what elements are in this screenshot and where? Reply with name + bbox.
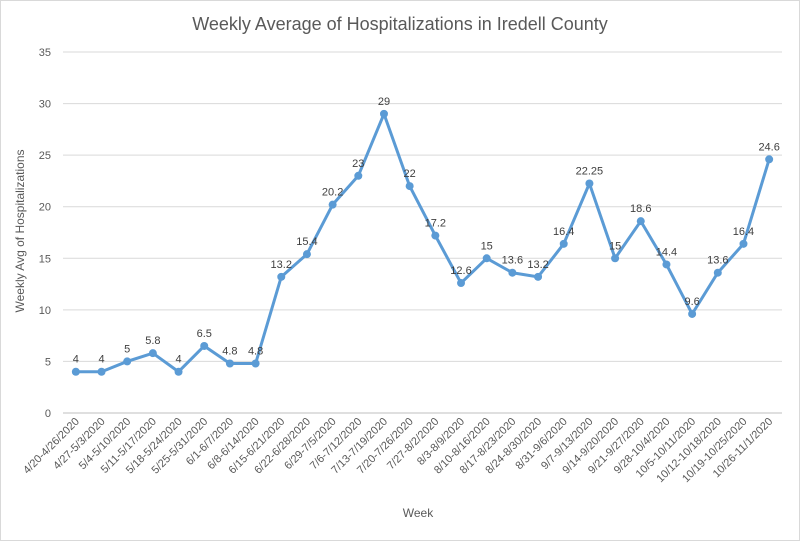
data-point xyxy=(585,179,594,188)
data-label: 13.6 xyxy=(502,255,523,267)
data-point xyxy=(405,182,414,191)
series-line xyxy=(74,112,771,374)
data-label: 15.4 xyxy=(296,236,317,248)
data-point xyxy=(251,359,260,368)
data-label: 13.2 xyxy=(527,259,548,271)
data-label: 4.8 xyxy=(222,345,237,357)
data-point xyxy=(611,254,620,263)
data-point xyxy=(482,254,491,263)
data-label: 24.6 xyxy=(758,141,779,153)
data-label: 23 xyxy=(352,158,364,170)
data-point xyxy=(302,250,311,259)
data-point xyxy=(739,239,748,248)
y-tick-label: 15 xyxy=(39,253,51,265)
data-point xyxy=(277,272,286,281)
y-tick-label: 10 xyxy=(39,305,51,317)
data-point xyxy=(328,200,337,209)
x-axis-label: Week xyxy=(403,506,434,520)
data-label: 15 xyxy=(481,240,493,252)
data-point xyxy=(636,217,645,226)
data-point xyxy=(71,367,80,376)
data-label: 6.5 xyxy=(197,328,212,340)
data-label: 18.6 xyxy=(630,203,651,215)
y-tick-label: 35 xyxy=(39,47,51,59)
data-point xyxy=(148,349,157,358)
y-tick-labels: 0 5 10 15 20 25 30 35 xyxy=(39,47,51,420)
chart-title: Weekly Average of Hospitalizations in Ir… xyxy=(192,14,608,34)
data-point xyxy=(508,268,517,277)
data-label: 4.8 xyxy=(248,345,263,357)
data-labels: 4 4 5 5.8 4 6.5 4.8 4.8 13.2 15.4 20.2 23 29 22 17.2 12… xyxy=(73,96,780,366)
data-label: 13.6 xyxy=(707,255,728,267)
data-label: 12.6 xyxy=(450,265,471,277)
data-label: 15 xyxy=(609,240,621,252)
data-point xyxy=(765,155,774,164)
data-point xyxy=(174,367,183,376)
data-label: 14.4 xyxy=(656,246,677,258)
data-label: 29 xyxy=(378,96,390,108)
data-point xyxy=(534,272,543,281)
data-label: 9.6 xyxy=(684,296,699,308)
data-point xyxy=(97,367,106,376)
data-label: 13.2 xyxy=(271,259,292,271)
x-tick-labels: 4/20-4/26/20204/27-5/3/20205/4-5/10/2020… xyxy=(21,416,775,485)
y-axis-label: Weekly Avg of Hospitalizations xyxy=(13,150,27,313)
data-point xyxy=(559,239,568,248)
data-label: 22.25 xyxy=(576,166,604,178)
y-tick-label: 0 xyxy=(45,408,51,420)
data-point xyxy=(457,279,466,288)
data-point xyxy=(354,171,363,180)
gridlines xyxy=(63,51,782,414)
data-label: 4 xyxy=(73,354,79,366)
data-label: 17.2 xyxy=(425,218,446,230)
y-tick-label: 25 xyxy=(39,150,51,162)
data-label: 5 xyxy=(124,343,130,355)
data-point xyxy=(688,309,697,318)
data-label: 22 xyxy=(404,168,416,180)
y-tick-label: 20 xyxy=(39,202,51,214)
data-label: 20.2 xyxy=(322,187,343,199)
data-point xyxy=(225,359,234,368)
data-point xyxy=(713,268,722,277)
data-label: 16.4 xyxy=(733,226,754,238)
data-point xyxy=(431,231,440,240)
y-tick-label: 30 xyxy=(39,99,51,111)
data-label: 4 xyxy=(98,354,104,366)
data-point xyxy=(662,260,671,269)
data-point xyxy=(123,357,132,366)
data-label: 16.4 xyxy=(553,226,574,238)
data-label: 5.8 xyxy=(145,335,160,347)
y-tick-label: 5 xyxy=(45,356,51,368)
series-layer xyxy=(71,109,774,376)
data-label: 4 xyxy=(175,354,181,366)
data-point xyxy=(379,109,388,118)
data-point xyxy=(200,341,209,350)
